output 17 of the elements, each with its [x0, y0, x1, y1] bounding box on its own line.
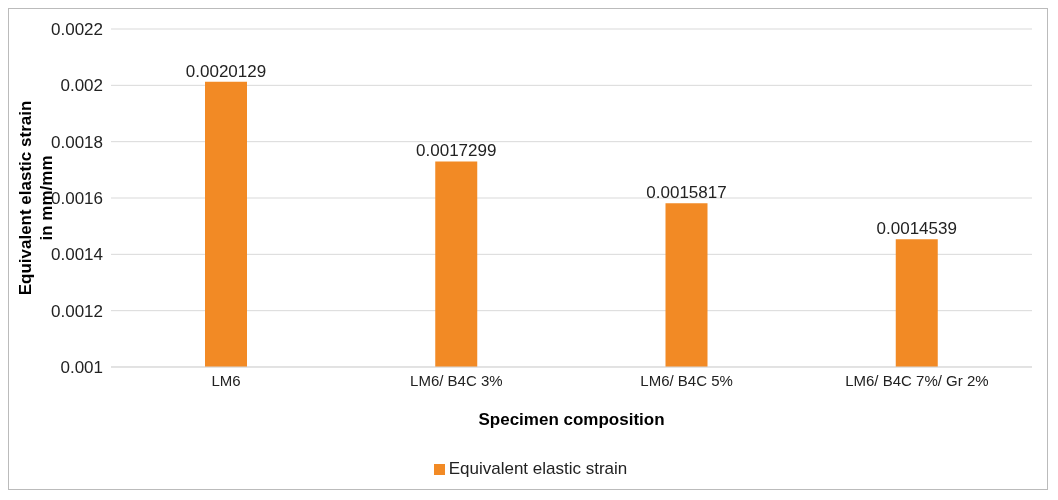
data-label: 0.0015817: [646, 183, 727, 203]
legend-label: Equivalent elastic strain: [448, 459, 628, 478]
x-tick-label: LM6/ B4C 3%: [410, 371, 503, 389]
y-tick-label: 0.0012: [51, 301, 103, 321]
x-axis-title: Specimen composition: [478, 410, 665, 429]
y-tick-label: 0.0016: [51, 189, 103, 209]
data-label: 0.0017299: [416, 141, 497, 161]
data-label: 0.0014539: [876, 219, 957, 239]
y-tick-label: 0.0018: [51, 132, 103, 152]
y-tick-label: 0.002: [60, 76, 103, 96]
x-tick-label: LM6/ B4C 5%: [640, 371, 733, 389]
x-tick-label: LM6/ B4C 7%/ Gr 2%: [845, 371, 989, 389]
y-tick-label: 0.001: [60, 358, 103, 378]
y-tick-label: 0.0014: [51, 245, 103, 265]
data-label: 0.0020129: [185, 61, 267, 81]
x-tick-label: LM6: [211, 371, 241, 389]
y-tick-label: 0.0022: [51, 20, 103, 40]
